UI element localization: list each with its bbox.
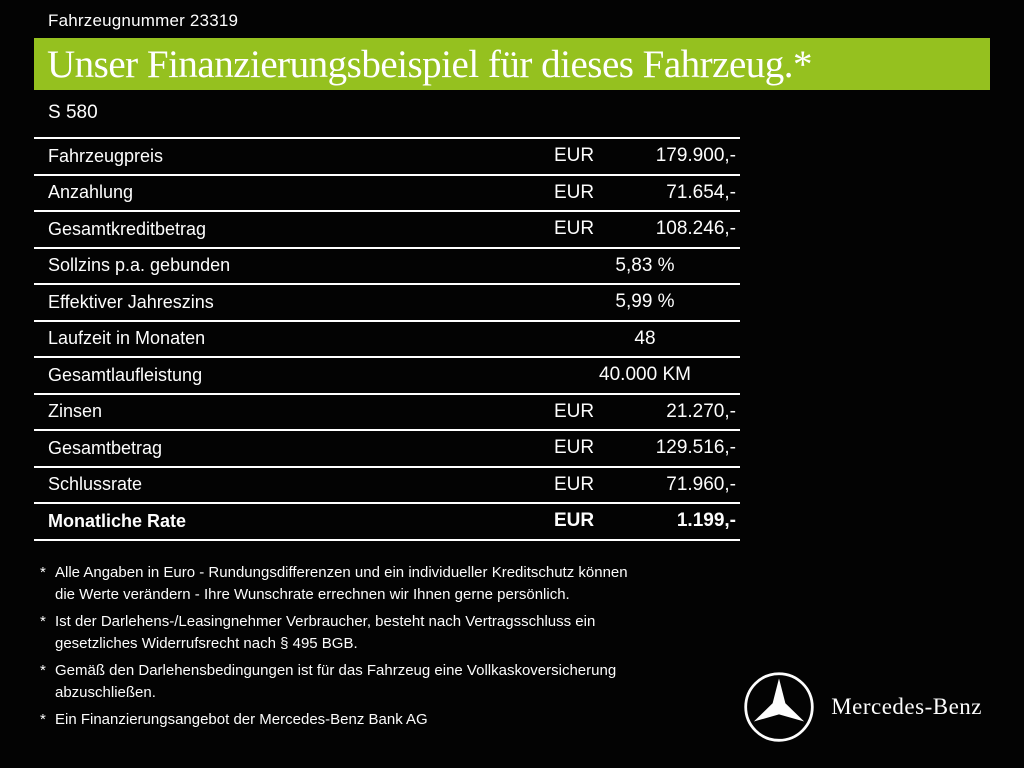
row-label: Sollzins p.a. gebunden [48,255,231,276]
footnote-text: Ist der Darlehens-/Leasingnehmer Verbrau… [55,612,596,652]
vehicle-number: Fahrzeugnummer 23319 [48,11,239,30]
banner-title: Unser Finanzierungsbeispiel für dieses F… [47,42,813,86]
row-value-group: EUR 129.516,- [554,437,736,459]
table-row-monthly-rate: Monatliche Rate EUR 1.199,- [34,504,740,541]
footnote-marker: * [40,563,46,581]
row-value: 48 [634,327,656,349]
row-value-group: EUR 21.270,- [554,401,736,423]
footnote: * Ist der Darlehens-/Leasingnehmer Verbr… [40,611,990,655]
table-row: Effektiver Jahreszins 5,99 % [34,285,740,322]
row-value: 71.654,- [666,181,736,203]
row-value-group: 5,99 % [554,291,736,313]
row-label: Anzahlung [48,182,134,203]
row-value: 1.199,- [676,510,736,532]
row-label: Effektiver Jahreszins [48,291,214,312]
row-value: 108.246,- [655,218,736,240]
row-value: 5,83 % [615,254,675,276]
row-value-group: 5,83 % [554,255,736,277]
row-value-group: EUR 71.960,- [554,474,736,496]
row-value: 129.516,- [655,437,736,459]
table-row: Gesamtlaufleistung 40.000 KM [34,358,740,395]
row-value: 179.900,- [655,145,736,167]
row-label: Fahrzeugpreis [48,145,164,166]
row-label: Gesamtbetrag [48,437,163,458]
row-value-group: EUR 108.246,- [554,218,736,240]
currency-label: EUR [554,145,595,167]
model-name: S 580 [48,102,98,123]
table-row: Gesamtkreditbetrag EUR 108.246,- [34,212,740,249]
row-label: Laufzeit in Monaten [48,328,206,349]
table-row: Laufzeit in Monaten 48 [34,322,740,358]
row-value-group: 40.000 KM [554,364,736,386]
table-row: Zinsen EUR 21.270,- [34,395,740,431]
row-value: 5,99 % [615,291,675,313]
footnote: * Gemäß den Darlehensbedingungen ist für… [40,660,990,704]
footnote-marker: * [40,710,46,728]
table-row: Gesamtbetrag EUR 129.516,- [34,431,740,468]
currency-label: EUR [554,437,595,459]
row-label: Monatliche Rate [48,510,187,531]
row-label: Zinsen [48,401,103,422]
currency-label: EUR [554,181,595,203]
footnotes: * Alle Angaben in Euro - Rundungsdiffere… [40,562,990,731]
row-value-group: 48 [554,328,736,350]
footnote: * Ein Finanzierungsangebot der Mercedes-… [40,709,990,731]
row-label: Gesamtlaufleistung [48,364,203,385]
currency-label: EUR [554,510,595,532]
row-value-group: EUR 71.654,- [554,182,736,204]
row-value: 21.270,- [666,400,736,422]
footnote: * Alle Angaben in Euro - Rundungsdiffere… [40,562,990,606]
currency-label: EUR [554,473,595,495]
mercedes-star-icon [744,672,814,742]
finance-table: Fahrzeugpreis EUR 179.900,- Anzahlung EU… [34,137,740,541]
finance-banner: Unser Finanzierungsbeispiel für dieses F… [34,38,990,90]
row-label: Schlussrate [48,474,143,495]
row-value-group: EUR 1.199,- [554,510,736,532]
currency-label: EUR [554,218,595,240]
row-value: 40.000 KM [599,364,691,386]
table-row: Anzahlung EUR 71.654,- [34,176,740,212]
footnote-text: Ein Finanzierungsangebot der Mercedes-Be… [55,710,428,728]
footnote-marker: * [40,612,46,630]
table-row: Schlussrate EUR 71.960,- [34,468,740,504]
row-value: 71.960,- [666,473,736,495]
currency-label: EUR [554,400,595,422]
row-value-group: EUR 179.900,- [554,145,736,167]
table-row: Fahrzeugpreis EUR 179.900,- [34,139,740,176]
footnote-text: Alle Angaben in Euro - Rundungsdifferenz… [55,563,628,603]
brand-wordmark: Mercedes-Benz [831,694,982,719]
brand-logo-block: Mercedes-Benz [742,670,982,744]
table-row: Sollzins p.a. gebunden 5,83 % [34,249,740,285]
footnote-marker: * [40,661,46,679]
row-label: Gesamtkreditbetrag [48,218,207,239]
footnote-text: Gemäß den Darlehensbedingungen ist für d… [55,661,617,701]
